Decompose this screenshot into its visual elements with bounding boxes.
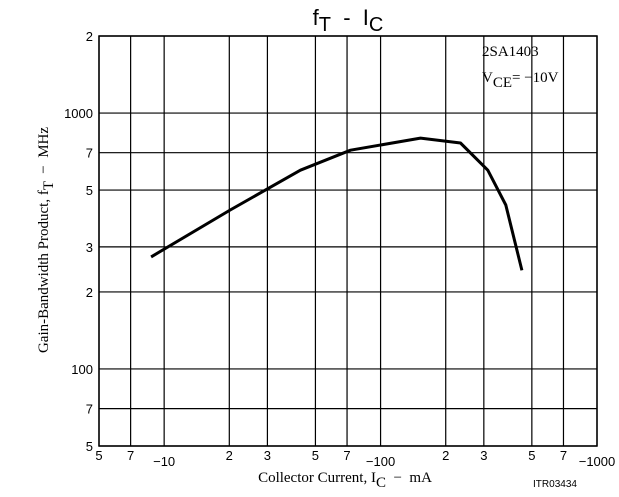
annotation: VCE= −10V: [482, 70, 559, 91]
x-axis-label: Collector Current, IC − mA: [258, 470, 432, 491]
title-sub: C: [369, 14, 383, 36]
title-sub: T: [319, 14, 331, 36]
x-tick-label: 5: [95, 448, 102, 463]
title-part: - I: [331, 5, 369, 30]
figure-code: ITR03434: [533, 479, 577, 490]
x-tick-label: 7: [127, 448, 134, 463]
plot-frame: [98, 35, 598, 447]
x-tick-label: 3: [264, 448, 271, 463]
y-tick-label: 2: [86, 285, 93, 300]
y-tick-label: 3: [86, 240, 93, 255]
x-tick-label: −100: [366, 454, 395, 469]
title-part: f: [313, 5, 320, 30]
y-tick-label: 5: [86, 439, 93, 454]
x-tick-label: 7: [560, 448, 567, 463]
x-tick-label: 2: [442, 448, 449, 463]
y-tick-label: 7: [86, 402, 93, 417]
curve: [150, 136, 524, 271]
x-tick-label: 5: [528, 448, 535, 463]
y-tick-label: 1000: [64, 106, 93, 121]
x-label-part: Collector Current, I: [258, 470, 376, 486]
x-label-sub: C: [376, 475, 386, 491]
annotation-part: V: [482, 70, 493, 86]
y-tick-label: 2: [86, 29, 93, 44]
x-label-part: − mA: [386, 470, 432, 486]
x-tick-label: 3: [480, 448, 487, 463]
annotation-sub: CE: [493, 75, 512, 91]
x-tick-label: −10: [153, 454, 175, 469]
y-label-sub: T: [41, 181, 57, 190]
x-tick-label: 7: [343, 448, 350, 463]
x-tick-label: 5: [312, 448, 319, 463]
y-tick-label: 7: [86, 146, 93, 161]
y-tick-label: 5: [86, 183, 93, 198]
x-tick-label: 2: [226, 448, 233, 463]
chart-title: fT - IC: [313, 5, 384, 36]
y-axis-label: Gain-Bandwidth Product, fT − MHz: [36, 127, 57, 353]
y-label-part: Gain-Bandwidth Product, f: [36, 190, 52, 353]
y-label-part: − MHz: [36, 127, 52, 182]
annotation-part: = −10V: [512, 70, 559, 86]
y-tick-label: 100: [71, 362, 93, 377]
annotation: 2SA1403: [482, 44, 539, 60]
x-tick-label: −1000: [579, 454, 616, 469]
